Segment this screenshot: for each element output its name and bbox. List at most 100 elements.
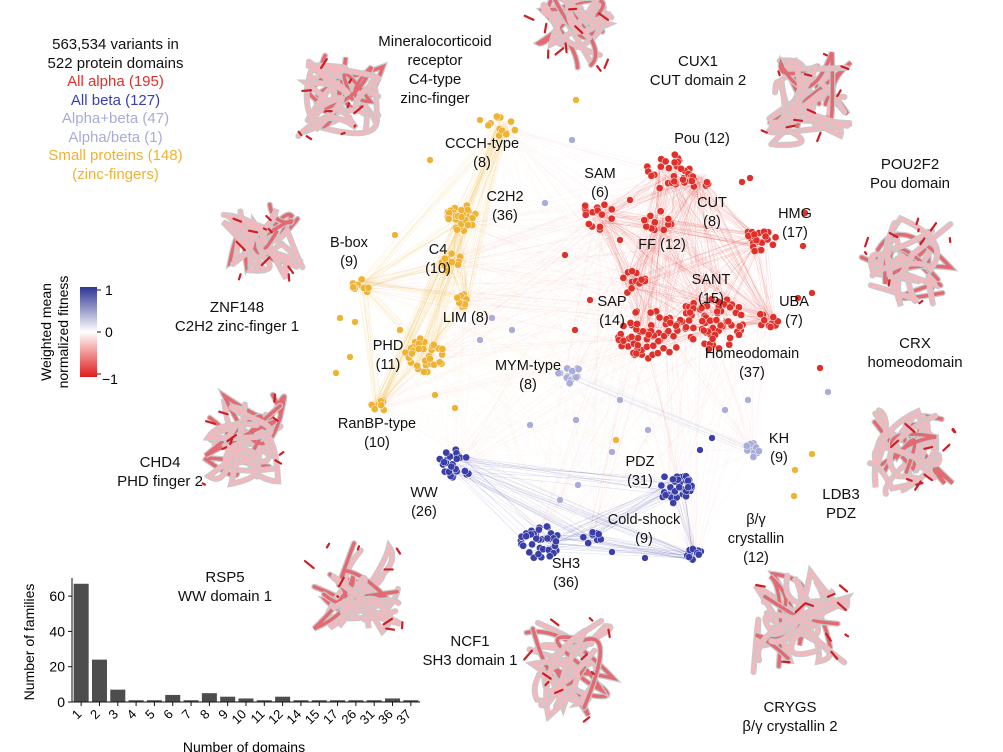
side-chain [836, 89, 842, 98]
network-edge [445, 124, 497, 263]
network-edge [357, 285, 377, 402]
network-edge [420, 131, 507, 354]
x-tick-label: 10 [228, 706, 249, 727]
side-chain [596, 65, 602, 72]
network-node [607, 214, 616, 223]
network-edge [376, 373, 570, 410]
network-edge [365, 284, 726, 313]
network-edge [376, 304, 471, 406]
network-edge [656, 174, 660, 222]
summary-legend: 563,534 variants in 522 protein domains … [28, 36, 203, 184]
network-node [660, 332, 668, 340]
network-node [808, 450, 816, 458]
network-edge [463, 457, 595, 535]
network-edge [535, 279, 633, 546]
network-node [607, 205, 616, 214]
network-edge [644, 331, 696, 560]
side-chain [777, 70, 781, 77]
network-node [735, 322, 744, 331]
network-edge [565, 376, 754, 452]
network-edge [635, 162, 660, 336]
side-chain [523, 649, 534, 661]
network-node [596, 223, 604, 231]
network-edge [451, 468, 692, 557]
network-node [641, 554, 649, 562]
network-edge [654, 226, 772, 320]
network-node [414, 345, 423, 353]
network-edge [649, 182, 699, 320]
network-edge [416, 212, 468, 363]
network-edge [546, 485, 676, 548]
network-edge [665, 168, 676, 337]
network-edge [591, 207, 768, 322]
network-node [657, 481, 666, 490]
network-edge [694, 176, 770, 326]
network-edge [563, 372, 754, 447]
backbone [881, 432, 937, 475]
side-chain [607, 628, 611, 639]
network-edge [587, 534, 691, 559]
network-edge [659, 174, 774, 316]
network-edge [542, 492, 668, 552]
network-node [574, 481, 582, 489]
network-edge [451, 126, 496, 265]
network-edge [426, 362, 533, 536]
network-edge [431, 176, 707, 349]
network-node [608, 548, 616, 556]
network-edge [502, 120, 755, 450]
side-chain [844, 633, 850, 638]
side-chain [919, 237, 926, 246]
network-edge [693, 180, 753, 241]
network-node [429, 340, 438, 349]
network-edge [566, 376, 751, 451]
network-edge [601, 222, 626, 278]
network-edge [428, 355, 675, 484]
network-edge [601, 221, 775, 327]
network-edge [362, 215, 607, 289]
network-edge [697, 176, 717, 309]
network-node [647, 171, 656, 180]
side-chain [918, 299, 924, 305]
network-edge [639, 163, 672, 325]
network-edge [361, 285, 378, 407]
network-edge [378, 403, 464, 460]
protein-label: Mineralocorticoid receptor C4-type zinc-fin… [378, 33, 492, 107]
network-edge [506, 125, 658, 226]
network-edge [662, 218, 772, 325]
network-edge [675, 175, 728, 316]
protein-label: NCF1 SH3 domain 1 [422, 633, 518, 669]
network-edge [635, 275, 707, 327]
network-edge [359, 224, 459, 282]
network-edge [651, 224, 765, 246]
network-edge [752, 243, 777, 326]
network-edge [650, 171, 661, 320]
network-edge [651, 226, 762, 248]
side-chain [265, 214, 272, 222]
network-edge [694, 310, 702, 559]
network-edge [365, 280, 417, 348]
network-edge [464, 301, 648, 326]
network-edge [696, 453, 750, 557]
network-edge [504, 131, 701, 314]
side-chain [395, 547, 402, 555]
network-node [543, 522, 551, 531]
network-edge [702, 177, 773, 324]
network-edge [633, 182, 706, 287]
side-chain [793, 118, 804, 122]
network-edge [459, 208, 603, 222]
network-node [464, 221, 472, 229]
network-edge [629, 281, 776, 319]
side-chain [825, 632, 832, 642]
network-edge [465, 277, 630, 303]
network-edge [422, 353, 593, 541]
network-node [799, 242, 807, 250]
network-edge [362, 218, 602, 282]
network-node [435, 358, 444, 367]
colorbar-title: Weighted mean [38, 283, 54, 381]
histogram-bar [403, 700, 419, 702]
network-edge [425, 304, 472, 348]
network-edge [363, 280, 462, 297]
network-node [468, 214, 477, 222]
network-edge [604, 221, 767, 247]
protein-structure [760, 51, 853, 148]
